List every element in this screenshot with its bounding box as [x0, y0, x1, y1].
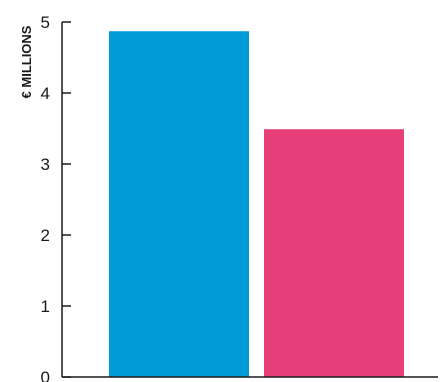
y-tick-label: 0	[41, 368, 50, 382]
y-tick-label: 1	[41, 297, 50, 316]
bars-group	[109, 31, 404, 377]
y-axis: 0 1 2 3 4 5	[41, 13, 71, 382]
bar-2	[264, 129, 404, 377]
y-tick-label: 5	[41, 13, 50, 32]
y-axis-title: € MILLIONS	[19, 25, 34, 98]
y-tick-label: 2	[41, 226, 50, 245]
y-tick-label: 4	[41, 84, 50, 103]
y-tick-label: 3	[41, 155, 50, 174]
bar-1	[109, 31, 249, 377]
